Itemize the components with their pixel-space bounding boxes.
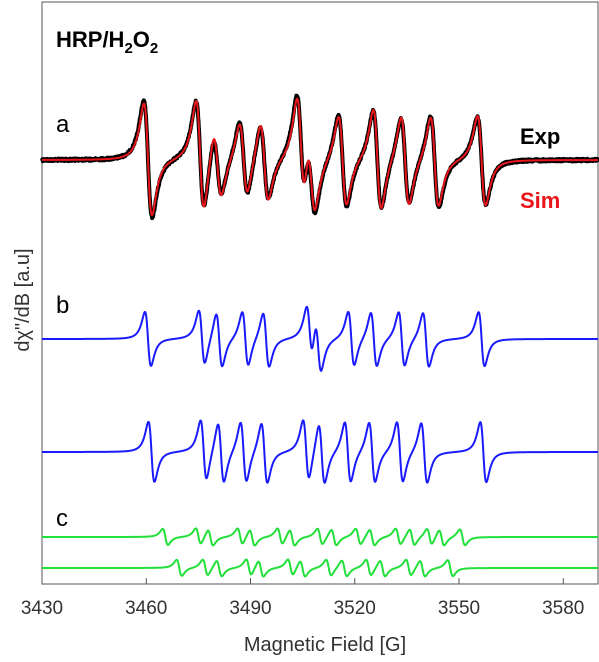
series-line-sim — [41, 97, 599, 217]
legend-exp: Exp — [520, 124, 560, 149]
x-tick-label: 3520 — [334, 598, 376, 619]
x-axis-label: Magnetic Field [G] — [244, 634, 406, 656]
curves-layer — [40, 93, 599, 578]
panel-label-b: b — [56, 292, 69, 319]
panel-label-c: c — [56, 505, 68, 532]
x-axis-ticks: 3430 3460 3490 3520 3550 3580 — [21, 578, 584, 619]
series-line-c-component-1 — [41, 527, 599, 547]
x-tick-label: 3460 — [125, 598, 167, 619]
series-line-b-component-2 — [41, 419, 599, 484]
x-tick-label: 3490 — [229, 598, 271, 619]
panel-label-a: a — [56, 111, 70, 138]
legend-sim: Sim — [520, 188, 560, 213]
x-tick-label: 3430 — [21, 598, 63, 619]
plot-frame — [41, 1, 599, 585]
series-line-b-component-1 — [41, 305, 599, 372]
x-tick-label: 3550 — [438, 598, 480, 619]
series-line-c-component-2 — [41, 558, 599, 578]
y-axis-label: dχ"/dB [a.u] — [12, 248, 34, 351]
chart-title: HRP/H2O2 — [56, 27, 158, 57]
x-tick-label: 3580 — [542, 598, 584, 619]
